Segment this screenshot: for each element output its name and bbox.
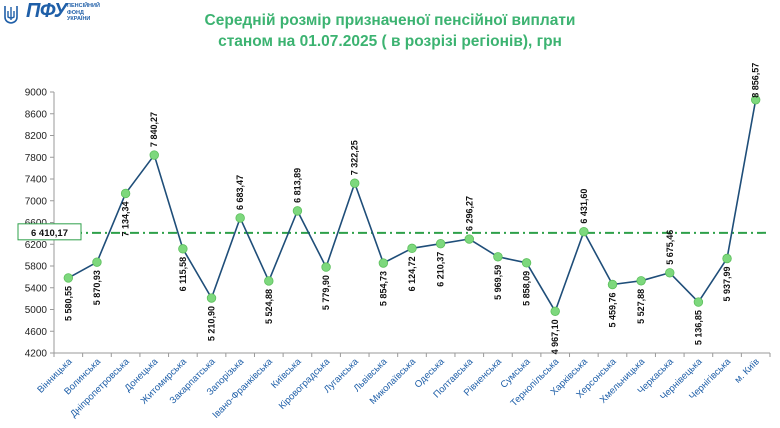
data-label: 7 134,34 (121, 201, 131, 236)
y-tick-label: 6200 (25, 240, 48, 251)
y-tick-label: 8600 (25, 109, 48, 120)
y-tick-label: 4200 (25, 349, 48, 360)
data-point (378, 258, 389, 268)
chart-axes: 4200460050005400580062006600700074007800… (25, 88, 771, 360)
data-label: 5 870,93 (92, 270, 102, 305)
y-tick-label: 4600 (25, 327, 48, 338)
y-tick-label: 7800 (25, 153, 48, 164)
data-label: 7 840,27 (149, 112, 159, 147)
data-point (407, 243, 417, 254)
data-point (321, 262, 331, 272)
y-tick-label: 8200 (25, 131, 48, 142)
y-tick-label: 5400 (25, 283, 48, 294)
data-point (579, 226, 589, 237)
data-label: 6 813,89 (292, 168, 302, 203)
data-point (693, 297, 704, 307)
data-point (665, 268, 675, 278)
average-line-group: 6 410,17 (17, 223, 770, 241)
data-point (750, 95, 761, 105)
x-tick-label: м. Київ (733, 356, 762, 385)
data-point (264, 276, 274, 286)
x-axis-labels: ВінницькаВолинськаДніпропетровськаДонець… (35, 356, 761, 421)
series-group: 5 580,55 5 870,93 7 134,34 7 840,27 6 115,58… (63, 63, 760, 355)
average-label-box: 6 410,17 (17, 223, 82, 241)
data-label: 6 210,37 (436, 252, 446, 287)
data-label: 5 580,55 (63, 286, 73, 321)
data-point (178, 244, 188, 254)
y-tick-label: 5800 (25, 262, 48, 273)
chart-title-line2: станом на 01.07.2025 ( в розрізі регіоні… (218, 33, 562, 50)
data-label: 5 524,88 (264, 289, 274, 324)
data-label: 5 459,76 (607, 293, 617, 328)
data-label: 5 675,46 (665, 230, 675, 265)
data-point (120, 188, 131, 199)
data-point (521, 258, 532, 268)
data-label: 5 858,09 (522, 271, 532, 306)
y-tick-label: 7400 (25, 175, 48, 186)
y-tick-label: 7000 (25, 196, 48, 207)
data-label: 7 322,25 (350, 140, 360, 175)
data-point (292, 206, 303, 216)
average-label: 6 410,17 (31, 228, 68, 239)
data-label: 5 937,99 (722, 266, 732, 301)
data-label: 8 856,57 (751, 63, 761, 98)
data-point (607, 279, 618, 290)
data-point (722, 253, 732, 264)
data-label: 6 115,58 (178, 257, 188, 292)
data-label: 6 431,60 (579, 189, 589, 224)
chart-title-line1: Середній розмір призначеної пенсійної ви… (204, 12, 576, 29)
data-point (63, 273, 74, 283)
data-point (235, 213, 245, 223)
data-label: 5 969,59 (493, 265, 503, 300)
data-point (636, 276, 646, 286)
data-label: 5 136,85 (693, 310, 703, 345)
data-point (493, 252, 503, 262)
data-point (464, 234, 474, 244)
data-label: 6 124,72 (407, 256, 417, 291)
data-label: 5 779,90 (321, 275, 331, 310)
y-tick-label: 9000 (25, 88, 48, 99)
data-label: 4 967,10 (550, 319, 560, 354)
data-point (92, 257, 102, 267)
data-label: 5 854,73 (378, 271, 388, 306)
pfu-logo: ПФУ ПЕНСІЙНИЙ ФОНД УКРАЇНИ (0, 0, 120, 30)
y-tick-label: 5000 (25, 305, 48, 316)
data-label: 6 296,27 (464, 196, 474, 231)
data-label: 5 210,90 (207, 306, 217, 341)
trident-emblem-icon (4, 6, 18, 24)
average-label-frame (17, 223, 82, 241)
logo-subtitle: ПЕНСІЙНИЙ ФОНД УКРАЇНИ (67, 3, 100, 22)
data-point (350, 178, 360, 188)
data-label: 6 683,47 (235, 175, 245, 210)
data-label: 5 527,88 (636, 289, 646, 324)
logo-text: ПФУ (26, 0, 67, 22)
data-point (206, 293, 217, 303)
data-point (550, 306, 560, 316)
data-point (435, 238, 446, 249)
data-point (149, 150, 159, 160)
